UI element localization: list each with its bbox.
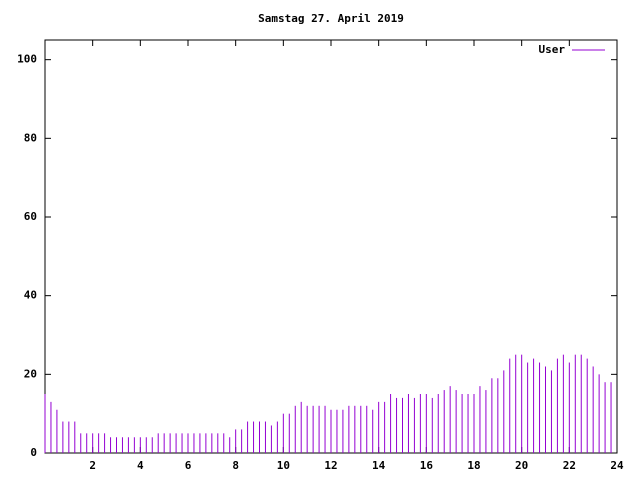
x-tick-label: 8 (232, 459, 239, 472)
y-tick-label: 60 (24, 210, 37, 223)
x-tick-label: 22 (563, 459, 576, 472)
legend-label: User (539, 43, 566, 56)
y-tick-label: 40 (24, 289, 37, 302)
x-tick-label: 4 (137, 459, 144, 472)
x-tick-label: 2 (89, 459, 96, 472)
x-tick-label: 18 (467, 459, 480, 472)
y-tick-label: 100 (17, 53, 37, 66)
chart-title: Samstag 27. April 2019 (258, 12, 404, 25)
x-tick-label: 6 (185, 459, 192, 472)
x-tick-label: 20 (515, 459, 528, 472)
x-tick-label: 12 (324, 459, 337, 472)
plot-frame (44, 39, 618, 454)
x-tick-label: 10 (277, 459, 290, 472)
y-tick-label: 80 (24, 131, 37, 144)
y-tick-label: 20 (24, 367, 37, 380)
y-tick-label: 0 (30, 446, 37, 459)
x-tick-label: 24 (610, 459, 624, 472)
x-tick-label: 16 (420, 459, 434, 472)
x-tick-label: 14 (372, 459, 386, 472)
